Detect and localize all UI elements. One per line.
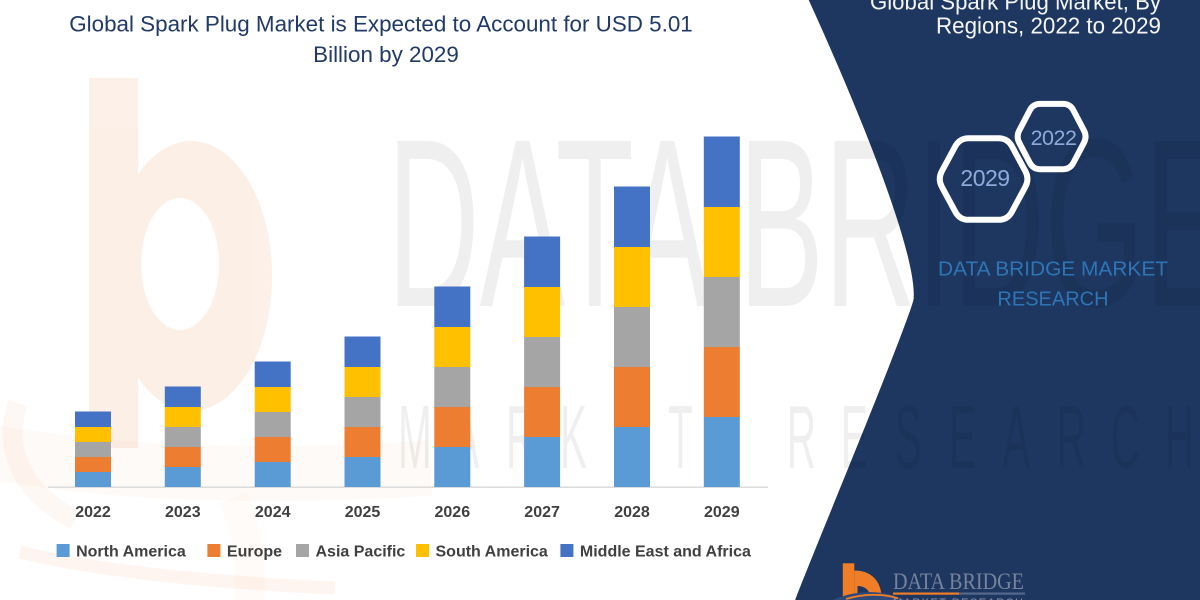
svg-text:RESEARCH: RESEARCH: [997, 289, 1108, 311]
svg-text:2026: 2026: [435, 504, 471, 521]
svg-text:Middle East and Africa: Middle East and Africa: [580, 544, 751, 561]
svg-text:2023: 2023: [165, 504, 201, 521]
svg-text:North America: North America: [76, 544, 186, 561]
svg-text:DATA BRIDGE MARKET: DATA BRIDGE MARKET: [938, 259, 1168, 281]
svg-text:Global Spark Plug Market is Ex: Global Spark Plug Market is Expected to …: [69, 12, 693, 37]
svg-text:2028: 2028: [614, 504, 650, 521]
svg-text:2029: 2029: [704, 504, 740, 521]
svg-text:2029: 2029: [960, 165, 1009, 191]
svg-text:2022: 2022: [1031, 126, 1077, 150]
svg-text:Regions, 2022 to 2029: Regions, 2022 to 2029: [936, 12, 1161, 38]
svg-text:Europe: Europe: [227, 544, 282, 561]
svg-text:Asia Pacific: Asia Pacific: [316, 544, 406, 561]
svg-text:Billion by 2029: Billion by 2029: [313, 42, 459, 67]
svg-text:2025: 2025: [345, 504, 381, 521]
svg-text:DATA BRIDGE: DATA BRIDGE: [893, 569, 1024, 594]
svg-text:South America: South America: [436, 544, 548, 561]
svg-text:Global Spark Plug Market, By: Global Spark Plug Market, By: [870, 0, 1161, 15]
svg-text:2027: 2027: [524, 504, 560, 521]
svg-text:2024: 2024: [255, 504, 291, 521]
svg-text:MARKET RESEARCH: MARKET RESEARCH: [893, 597, 1023, 600]
svg-text:2022: 2022: [75, 504, 111, 521]
